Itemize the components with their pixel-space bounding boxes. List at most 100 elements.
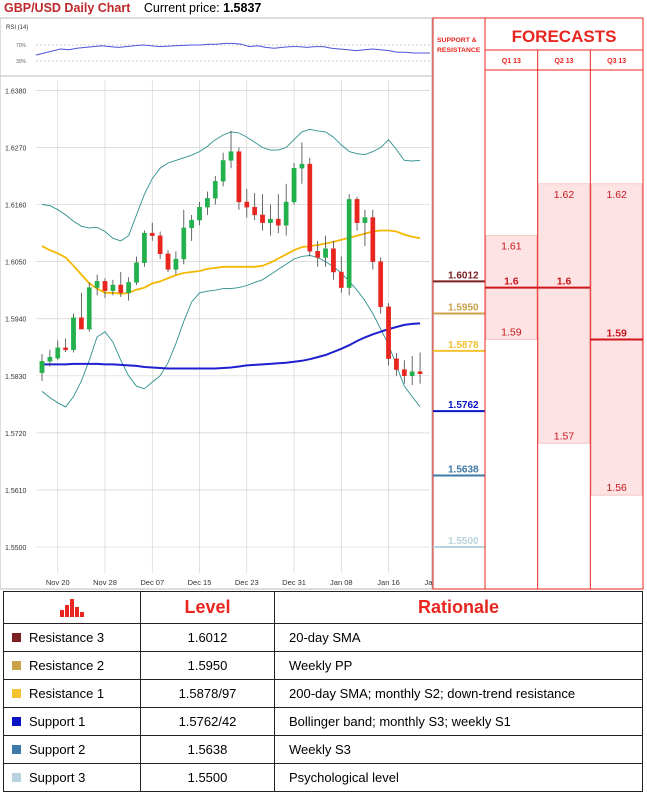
- levels-table: Level Rationale Resistance 3 1.6012 20-day…: [3, 591, 643, 792]
- sr-level-label: 1.5638: [448, 464, 479, 475]
- level-value-cell: 1.6012: [140, 623, 275, 652]
- candle-body: [63, 347, 68, 351]
- candle-body: [409, 371, 415, 376]
- candle-body: [362, 217, 368, 223]
- sma-200-line: [42, 322, 421, 370]
- level-name: Resistance 2: [29, 658, 105, 673]
- candle-body: [197, 206, 202, 221]
- level-color-swatch: [12, 633, 21, 643]
- candle-body: [39, 361, 45, 373]
- candle-body: [252, 206, 258, 216]
- level-color-swatch: [12, 717, 21, 727]
- y-tick-label: 1.5830: [5, 374, 27, 381]
- level-name: Support 2: [29, 742, 86, 757]
- level-name: Resistance 3: [29, 630, 105, 645]
- candle-body: [346, 199, 352, 288]
- candle-body: [149, 232, 155, 236]
- level-color-swatch: [12, 745, 21, 755]
- table-row: Resistance 2 1.5950 Weekly PP: [3, 651, 643, 680]
- candle-body: [370, 217, 376, 262]
- level-name: Resistance 1: [29, 686, 105, 701]
- candle-body: [331, 248, 336, 273]
- candle-body: [386, 306, 391, 359]
- y-tick-label: 1.6380: [5, 88, 27, 95]
- rationale-cell: 20-day SMA: [274, 623, 643, 652]
- level-name-cell: Support 1: [3, 707, 141, 736]
- forecast-range-box: [538, 183, 590, 444]
- candle-body: [110, 284, 116, 291]
- candle-body: [283, 201, 289, 226]
- y-tick-label: 1.5500: [5, 545, 27, 552]
- rationale-header: Rationale: [274, 591, 643, 624]
- bar-chart-icon: [60, 599, 84, 618]
- candle-body: [228, 151, 234, 161]
- chart-area: RSI (14) 70% 30% 1.6380 1.6270 1.6160 1.6050 1.…: [0, 17, 644, 590]
- candle-body: [165, 253, 171, 270]
- forecast-value: 1.62: [606, 189, 627, 201]
- rationale-cell: Psychological level: [274, 763, 643, 792]
- candle-body: [47, 356, 53, 362]
- rsi-level-label: 30%: [16, 59, 27, 65]
- candle-body: [205, 198, 210, 208]
- table-row: Support 2 1.5638 Weekly S3: [3, 735, 643, 764]
- level-name-cell: Resistance 3: [3, 623, 141, 652]
- forecast-value: 1.61: [501, 241, 522, 253]
- x-tick-label: Dec 31: [282, 578, 306, 587]
- candle-body: [71, 317, 76, 351]
- candle-body: [354, 199, 360, 223]
- x-tick-label: Jan 16: [377, 578, 400, 587]
- rationale-cell: Weekly PP: [274, 651, 643, 680]
- rationale-cell: 200-day SMA; monthly S2; down-trend resi…: [274, 679, 643, 708]
- level-value-cell: 1.5762/42: [140, 707, 275, 736]
- candle-body: [338, 271, 344, 288]
- candle-body: [417, 371, 423, 374]
- level-color-swatch: [12, 661, 21, 671]
- level-name-cell: Support 3: [3, 763, 141, 792]
- candle-body: [260, 214, 265, 223]
- rsi-level-label: 70%: [16, 43, 27, 49]
- rationale-cell: Weekly S3: [274, 735, 643, 764]
- y-tick-label: 1.6160: [5, 203, 27, 210]
- forecast-column-label: Q1 13: [502, 58, 521, 65]
- candle-body: [323, 248, 328, 258]
- level-name: Support 1: [29, 714, 86, 729]
- price-panel: [0, 75, 433, 590]
- candle-body: [315, 251, 321, 258]
- candle-body: [268, 218, 273, 223]
- sr-level-label: 1.5878: [448, 340, 479, 351]
- candle-body: [102, 281, 108, 291]
- forecast-column-label: Q3 13: [607, 58, 626, 65]
- candle-body: [275, 218, 281, 226]
- x-tick-label: Nov 20: [46, 578, 70, 587]
- sr-header-line: SUPPORT &: [437, 37, 477, 44]
- candle-body: [126, 282, 132, 293]
- y-tick-label: 1.5720: [5, 431, 27, 438]
- candle-body: [220, 160, 226, 182]
- candle-body: [173, 258, 179, 270]
- candle-body: [401, 369, 407, 377]
- forecast-value: 1.57: [554, 430, 575, 442]
- candle-body: [55, 347, 61, 359]
- level-header: Level: [140, 591, 275, 624]
- forecast-value: 1.6: [504, 276, 519, 288]
- table-row: Resistance 3 1.6012 20-day SMA: [3, 623, 643, 652]
- candle-body: [86, 287, 92, 330]
- rsi-label: RSI (14): [6, 25, 28, 31]
- y-tick-label: 1.6050: [5, 260, 27, 267]
- table-row: Resistance 1 1.5878/97 200-day SMA; monthl…: [3, 679, 643, 708]
- table-row: Support 3 1.5500 Psychological level: [3, 763, 643, 792]
- x-tick-label: Dec 23: [235, 578, 259, 587]
- level-name-cell: Support 2: [3, 735, 141, 764]
- level-value-cell: 1.5638: [140, 735, 275, 764]
- sr-level-label: 1.5762: [448, 400, 479, 411]
- current-price-label: Current price:: [143, 1, 220, 15]
- candle-body: [299, 163, 305, 169]
- candle-body: [236, 151, 242, 203]
- forecast-value: 1.59: [606, 327, 627, 339]
- forecast-value: 1.56: [606, 482, 627, 494]
- x-tick-label: Jan 08: [330, 578, 353, 587]
- rsi-line: [35, 42, 430, 56]
- level-value-cell: 1.5950: [140, 651, 275, 680]
- candle-body: [118, 284, 124, 293]
- forecast-value: 1.62: [554, 189, 575, 201]
